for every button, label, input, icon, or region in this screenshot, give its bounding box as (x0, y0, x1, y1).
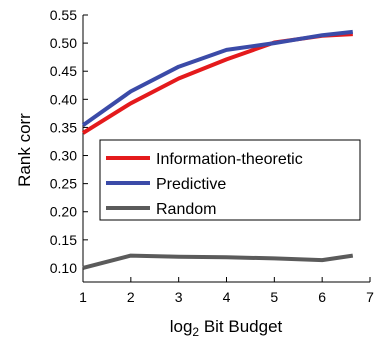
y-tick-label: 0.35 (50, 119, 77, 135)
y-ticks: 0.10 0.15 0.20 0.25 0.30 0.35 0.40 0.45 0.50 0.55 (50, 7, 88, 276)
legend-label: Information-theoretic (156, 151, 303, 168)
x-axis-label-base: log (170, 317, 193, 336)
x-tick-label: 4 (223, 289, 231, 305)
series-line-predictive (81, 29, 354, 127)
x-tick-label: 1 (79, 289, 87, 305)
x-axis-label-subscript: 2 (192, 325, 199, 339)
y-tick-label: 0.15 (50, 232, 77, 248)
y-tick-label: 0.50 (50, 35, 77, 51)
x-ticks: 1 2 3 4 5 6 7 (79, 277, 374, 305)
x-tick-label: 5 (270, 289, 278, 305)
x-tick-label: 7 (366, 289, 374, 305)
y-tick-label: 0.40 (50, 91, 77, 107)
legend-label: Random (156, 201, 216, 218)
y-axis-label: Rank corr (15, 113, 34, 187)
legend-label: Predictive (156, 176, 226, 193)
x-tick-label: 6 (318, 289, 326, 305)
series-lines (81, 29, 354, 270)
x-tick-label: 3 (175, 289, 183, 305)
x-axis-label-rest: Bit Budget (199, 317, 282, 336)
y-tick-label: 0.10 (50, 260, 77, 276)
x-tick-label: 2 (127, 289, 135, 305)
y-tick-label: 0.55 (50, 7, 77, 23)
y-tick-label: 0.25 (50, 176, 77, 192)
x-axis-label: log2 Bit Budget (170, 317, 283, 339)
y-tick-label: 0.45 (50, 63, 77, 79)
y-tick-label: 0.30 (50, 148, 77, 164)
series-line-random (82, 253, 354, 270)
legend: Information-theoretic Predictive Random (99, 139, 361, 221)
y-tick-label: 0.20 (50, 204, 77, 220)
series-line-information-theoretic (81, 32, 353, 135)
